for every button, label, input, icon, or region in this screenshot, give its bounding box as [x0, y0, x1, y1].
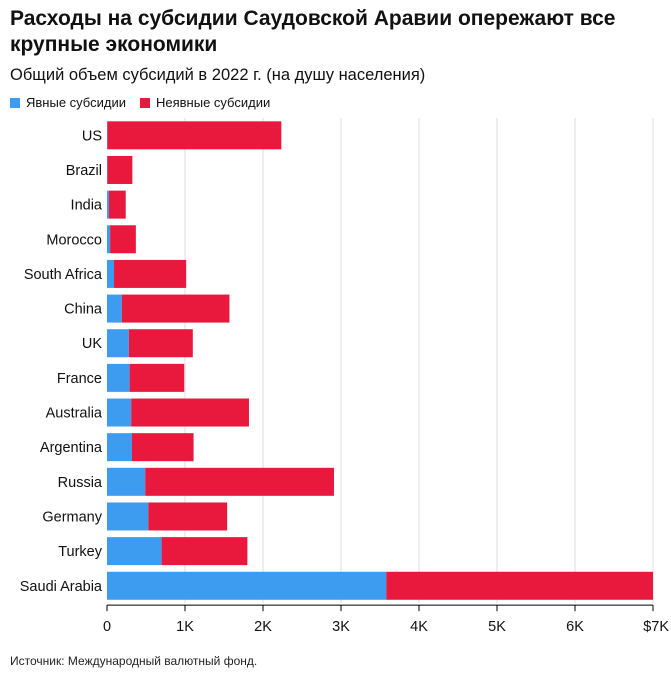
bar-implicit	[108, 190, 126, 219]
x-tick-label: 1K	[176, 619, 194, 635]
x-tick-label: $7K	[643, 619, 669, 635]
bar-implicit	[121, 294, 230, 323]
bar-implicit	[386, 571, 653, 600]
bar-explicit	[107, 467, 146, 496]
legend-swatch-explicit	[10, 98, 20, 108]
bar-implicit	[131, 433, 194, 462]
category-label: Germany	[42, 509, 102, 525]
category-label: Russia	[58, 475, 103, 491]
bar-implicit	[129, 363, 185, 392]
category-label: South Africa	[24, 267, 103, 283]
bar-explicit	[107, 433, 132, 462]
bar-explicit	[107, 571, 387, 600]
category-label: China	[64, 302, 103, 318]
legend-swatch-implicit	[139, 98, 150, 108]
category-label: India	[71, 198, 103, 214]
bar-explicit	[107, 259, 115, 288]
bar-implicit	[145, 467, 334, 496]
category-label: France	[57, 371, 102, 387]
bar-implicit	[131, 398, 249, 427]
bar-implicit	[161, 537, 248, 566]
x-tick-label: 0	[103, 619, 111, 635]
chart-legend: Явные субсидии Неявные субсидии	[10, 95, 284, 111]
chart-subtitle: Общий объем субсидий в 2022 г. (на душу …	[10, 66, 426, 84]
category-label: Brazil	[66, 163, 102, 179]
legend-label-explicit: Явные субсидии	[26, 95, 126, 110]
legend-label-implicit: Неявные субсидии	[155, 95, 271, 110]
category-label: Australia	[46, 406, 103, 422]
bar-implicit	[114, 259, 187, 288]
bar-explicit	[107, 398, 132, 427]
bar-implicit	[107, 121, 282, 150]
x-tick-label: 3K	[332, 619, 350, 635]
legend-item-implicit: Неявные субсидии	[139, 95, 271, 111]
category-label: UK	[82, 336, 102, 352]
x-tick-label: 6K	[566, 619, 584, 635]
x-tick-label: 2K	[254, 619, 272, 635]
x-tick-label: 5K	[488, 619, 506, 635]
bar-explicit	[107, 329, 129, 358]
category-label: Turkey	[58, 544, 103, 560]
legend-item-explicit: Явные субсидии	[10, 95, 126, 111]
bar-explicit	[107, 537, 162, 566]
category-label: Morocco	[46, 232, 102, 248]
bar-explicit	[107, 225, 111, 254]
bar-explicit	[107, 502, 149, 531]
bar-implicit	[128, 329, 193, 358]
bar-implicit	[110, 225, 136, 254]
bar-implicit	[148, 502, 228, 531]
chart-title: Расходы на субсидии Саудовской Аравии оп…	[10, 7, 616, 56]
category-label: Argentina	[40, 440, 103, 456]
category-label: US	[82, 128, 102, 144]
bar-explicit	[107, 363, 130, 392]
bar-explicit	[107, 294, 122, 323]
category-label: Saudi Arabia	[20, 579, 103, 595]
bar-explicit	[107, 190, 109, 219]
x-tick-label: 4K	[410, 619, 428, 635]
bar-implicit	[107, 155, 133, 184]
source-note: Источник: Международный валютный фонд.	[10, 654, 258, 668]
